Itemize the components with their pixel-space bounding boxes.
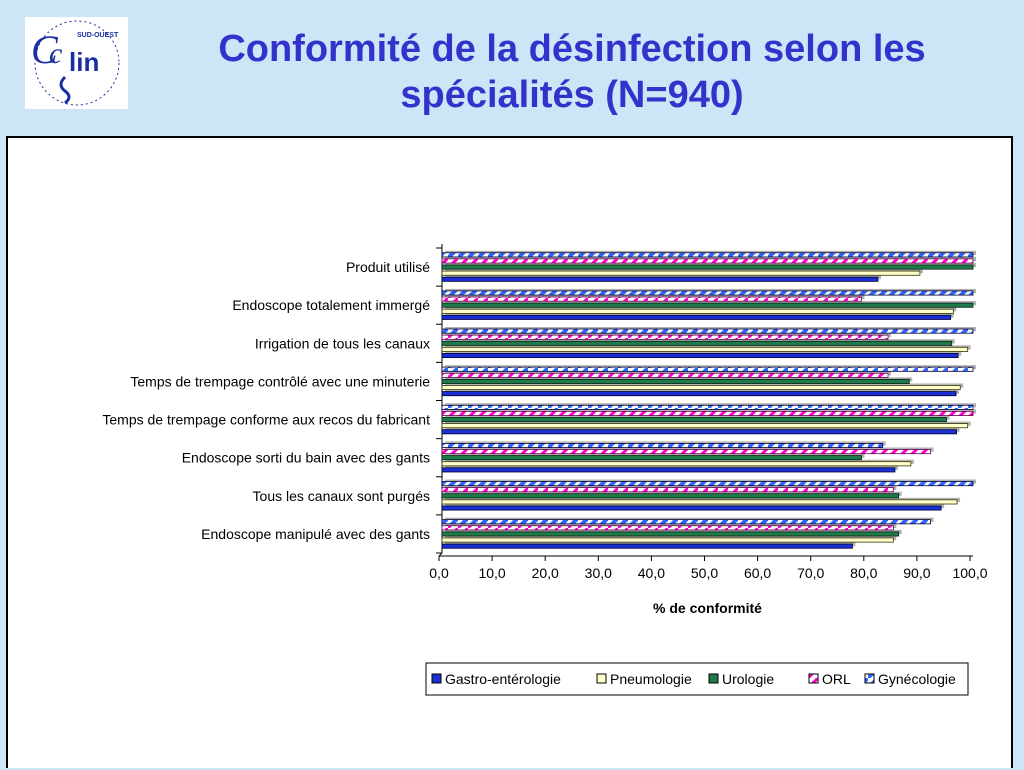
bar (441, 429, 957, 435)
x-tick-label: 40,0 (638, 565, 665, 581)
bar (441, 252, 974, 258)
legend-swatch (596, 673, 607, 684)
x-tick-label: 100,0 (952, 565, 987, 581)
legend-swatch (708, 673, 719, 684)
bar (441, 378, 910, 384)
bar (441, 487, 894, 493)
bar (441, 328, 974, 334)
bar (441, 410, 974, 416)
chart-legend: Gastro-entérologie Pneumologie Urologie ORL… (425, 662, 969, 696)
svg-text:SUD-OUEST: SUD-OUEST (77, 32, 119, 39)
bar (441, 276, 879, 282)
bar (441, 404, 974, 410)
bar (441, 314, 952, 320)
bar (441, 296, 862, 302)
bar (441, 499, 958, 505)
slide-title-line-1: Conformité de la désinfection selon les (218, 28, 926, 70)
bar (441, 525, 894, 531)
bar (441, 391, 957, 397)
x-tick-label: 20,0 (532, 565, 559, 581)
legend-swatch (864, 673, 875, 684)
x-tick-label: 30,0 (585, 565, 612, 581)
legend-swatch (431, 673, 442, 684)
bar (441, 493, 900, 499)
bar (441, 302, 974, 308)
x-tick-label: 90,0 (903, 565, 930, 581)
bar (441, 290, 974, 296)
y-tick-label: Endoscope sorti du bain avec des gants (182, 450, 430, 466)
svg-text:lin: lin (69, 47, 99, 77)
legend-label: Gastro-entérologie (445, 671, 561, 687)
bar (441, 385, 961, 391)
svg-text:c: c (49, 37, 62, 70)
y-tick-label: Produit utilisé (346, 259, 430, 275)
x-tick-label: 10,0 (478, 565, 505, 581)
y-tick-label: Irrigation de tous les canaux (255, 335, 430, 351)
legend-label: Urologie (722, 671, 774, 687)
bar (441, 519, 931, 525)
bar (441, 537, 894, 543)
bar (441, 366, 974, 372)
bar (441, 264, 974, 270)
x-tick-label: 80,0 (850, 565, 877, 581)
x-tick-label: 50,0 (691, 565, 718, 581)
x-axis-title: % de conformité (653, 600, 762, 616)
slide-title: Conformité de la désinfection selon les … (140, 26, 1004, 118)
x-tick-label: 60,0 (744, 565, 771, 581)
legend-label: Pneumologie (610, 671, 692, 687)
y-tick-label: Endoscope manipulé avec des gants (201, 526, 430, 542)
bar (441, 442, 884, 448)
bar (441, 346, 969, 352)
bar (441, 353, 959, 359)
x-tick-label: 0,0 (429, 565, 449, 581)
svg-text:C: C (31, 27, 59, 72)
bar (441, 372, 889, 378)
bar (441, 461, 912, 467)
y-tick-label: Tous les canaux sont purgés (253, 488, 430, 504)
bar (441, 340, 953, 346)
bar (441, 455, 862, 461)
bar (441, 481, 974, 487)
legend-label: Gynécologie (878, 671, 956, 687)
bar (441, 258, 974, 264)
bar (441, 417, 947, 423)
y-tick-label: Endoscope totalement immergé (232, 297, 430, 313)
legend-box (425, 662, 969, 696)
bar (441, 505, 942, 511)
bar (441, 334, 889, 340)
bar (441, 467, 896, 473)
y-tick-label: Temps de trempage conforme aux recos du … (102, 412, 430, 428)
slide-title-line-2: spécialités (N=940) (400, 74, 744, 116)
bar (441, 449, 931, 455)
legend-label: ORL (822, 671, 851, 687)
legend-swatch (808, 673, 819, 684)
bar (441, 531, 900, 537)
bar (441, 423, 969, 429)
x-tick-label: 70,0 (797, 565, 824, 581)
chart-panel: 0,0 10,0 20,0 30,0 40,0 50,0 60,0 70,0 80,0 90,0 1… (6, 136, 1013, 768)
bar (441, 270, 921, 276)
cclin-logo: C c lin SUD-OUEST (25, 17, 128, 109)
bar-chart: 0,0 10,0 20,0 30,0 40,0 50,0 60,0 70,0 80,0 90,0 1… (102, 244, 988, 696)
bar (441, 308, 954, 314)
y-tick-label: Temps de trempage contrôlé avec une minu… (130, 373, 430, 389)
bar (441, 543, 853, 549)
